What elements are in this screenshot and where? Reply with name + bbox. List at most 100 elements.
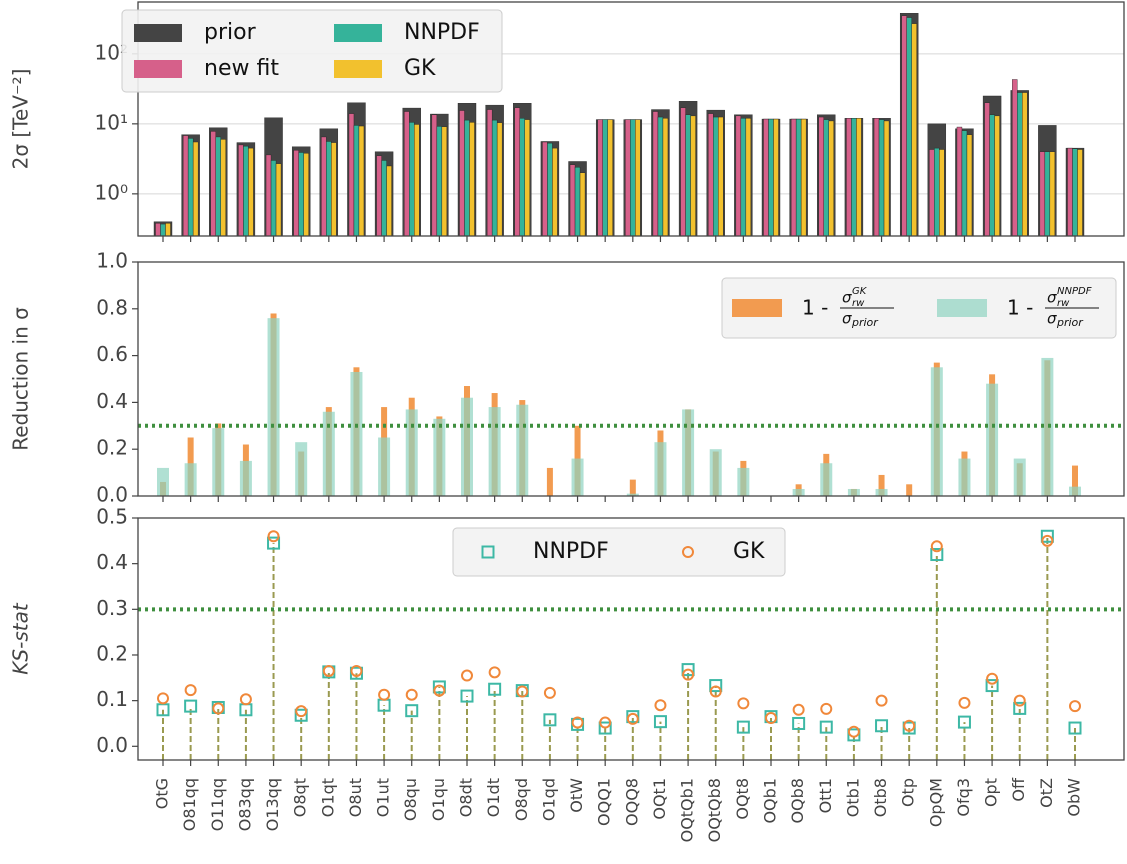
bar [270,160,277,237]
marker [405,704,419,718]
bar [404,111,410,237]
bar [1049,151,1056,237]
x-tick-label: Ofq3 [954,778,973,817]
marker [709,679,723,693]
x-tick-label: O1qu [429,778,448,821]
bar [934,147,940,237]
bar [321,136,327,237]
marker [488,666,501,679]
bar [1072,465,1078,496]
bar [459,110,465,237]
bar [966,134,973,237]
x-tick-label: O1ut [374,778,393,817]
marker [847,725,860,738]
legend-label: σ [842,289,852,307]
marker [1040,529,1054,543]
bar [350,371,363,496]
bar [514,107,520,237]
bar [911,23,917,237]
bar [293,150,299,237]
bar [1017,92,1023,237]
bar [215,136,221,237]
legend-label: NNPDF [1057,286,1092,297]
bar [654,442,667,496]
bar [192,141,199,237]
bar [818,116,824,237]
legend-swatch [732,299,782,317]
marker [819,720,833,734]
x-tick-label: O8qu [401,778,420,821]
legend-swatch [134,60,182,78]
bar [1022,92,1028,237]
bar [220,139,226,237]
bar [1067,147,1073,237]
marker [599,716,612,729]
marker [267,536,281,550]
y-tick-label: 0.0 [96,733,128,757]
axes-frame [137,261,1125,497]
marker [184,699,198,713]
bar [709,449,722,496]
marker [847,728,861,742]
x-tick-label: OQt1 [650,778,669,820]
bar [184,463,197,496]
marker [903,719,916,732]
bar [275,163,282,237]
bar [155,223,161,237]
marker [378,688,391,701]
bar [1012,79,1018,237]
bar [238,144,244,237]
marker [350,664,363,677]
bar [708,113,714,237]
marker [212,702,225,715]
marker [682,668,695,681]
x-tick-label: OtG [153,778,172,809]
bar [602,119,608,237]
legend-swatch [334,60,382,78]
bar [740,118,747,237]
marker [958,696,971,709]
bar [1077,149,1083,237]
x-tick-label: O8dt [457,778,476,817]
bar [358,125,365,237]
bar [322,411,335,496]
y-tick-label: 10⁰ [95,180,128,204]
legend-label: NNPDF [533,539,609,564]
bar [906,17,912,237]
marker [488,682,502,696]
y-tick-label: 0.2 [96,641,128,665]
bar [552,147,558,237]
bar [486,109,493,237]
bar [182,135,189,237]
legend-marker [682,546,694,558]
bar [381,160,387,237]
x-tick-label: OQQ8 [622,778,641,826]
marker [460,689,474,703]
y-tick-label: 0.3 [96,596,128,620]
legend-box [121,9,503,93]
marker [820,702,833,715]
x-tick-label: O83qq [235,778,254,831]
marker [737,697,750,710]
bar [823,119,829,237]
y-tick-label: 10¹ [95,110,128,134]
bar [820,463,833,496]
marker [239,693,252,706]
bar [626,493,639,496]
legend-label: prior [851,316,879,329]
bar [547,142,553,237]
bar [745,118,752,237]
bar [160,223,166,237]
bar [685,114,691,237]
y-axis-label: 2σ [TeV⁻²] [9,69,33,170]
x-tick-label: O8qt [291,778,310,817]
bar [488,407,501,496]
y-tick-label: 0.8 [96,295,128,319]
bar [630,119,636,237]
marker [1013,694,1026,707]
bar [386,165,392,237]
bar [790,118,797,237]
bar [409,122,415,237]
x-tick-label: Opt [982,778,1001,807]
